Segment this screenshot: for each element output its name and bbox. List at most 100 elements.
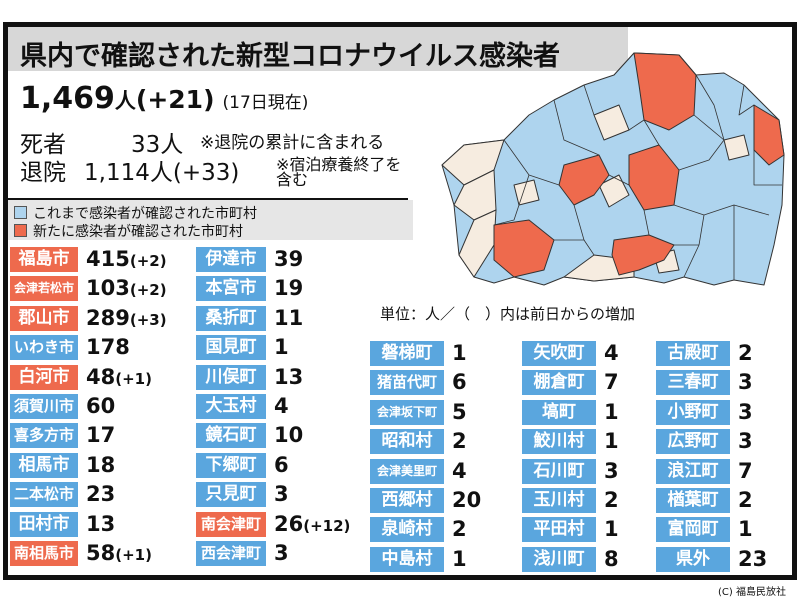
copyright-credit: (C) 福島民放社 [718,587,786,598]
map-region [598,174,630,208]
case-count: 2 [452,429,467,454]
municipality-label: 西会津町 [196,541,266,566]
municipality-label: 中島村 [370,546,444,572]
case-count: 1 [604,429,619,454]
case-count: 1 [604,399,619,424]
total-count: 1,469 [20,81,115,116]
case-delta: (+2) [129,252,167,270]
fukushima-municipality-map [441,52,785,286]
municipality-label: 泉崎村 [370,517,444,543]
municipality-label: 石川町 [522,458,596,484]
units-note: 単位：人／（ ）内は前日からの増加 [380,305,636,323]
municipality-label: 楢葉町 [656,488,730,513]
case-count: 2 [738,488,753,512]
case-delta: (+12) [303,516,351,535]
municipality-label: 喜多方市 [10,423,78,449]
case-count: 1 [452,341,467,365]
map-border [613,52,635,76]
case-count: 10 [274,423,304,448]
municipality-label: 平田村 [522,517,596,543]
case-count: 13 [274,364,304,389]
municipality-label: 塙町 [522,399,596,425]
case-count: 3 [738,370,753,395]
case-count: 23 [86,482,116,507]
map-border [608,174,630,186]
municipality-label: 会津美里町 [370,458,444,484]
municipality-label: 浅川町 [522,546,596,572]
case-delta: (+1) [115,546,152,564]
municipality-label: 南会津町 [196,511,266,537]
case-count: 3 [738,429,753,454]
map-border [628,119,660,146]
case-count: 6 [274,452,289,477]
municipality-label: 磐梯町 [370,341,444,366]
case-count: 3 [604,458,619,483]
map-border [583,84,595,116]
case-count: 6 [452,370,467,395]
municipality-label: 田村市 [10,511,78,537]
municipality-label: 矢吹町 [522,341,596,366]
municipality-label: 南相馬市 [10,541,78,566]
case-count: 3 [274,541,289,565]
deaths-value: 33人 [131,132,184,158]
municipality-label: 国見町 [196,335,266,361]
case-count: 2 [604,488,619,512]
case-count: 1 [604,517,619,542]
case-count: 1 [274,335,289,360]
municipality-label: 郡山市 [10,305,78,331]
municipality-label: 大玉村 [196,394,266,419]
case-delta: (+1) [115,369,152,388]
municipality-label: 西郷村 [370,488,444,513]
case-count: 103(+2) [86,276,167,301]
map-border [753,150,782,186]
case-count: 8 [604,546,619,571]
deaths-label: 死者 [20,132,66,158]
municipality-label: 福島市 [10,247,78,272]
map-border [693,114,725,141]
case-count: 23 [738,546,768,571]
municipality-label: 二本松市 [10,482,78,508]
municipality-label: 広野町 [656,429,730,455]
municipality-label: 鮫川村 [522,429,596,455]
case-count: 13 [86,511,116,536]
case-count: 7 [738,458,753,483]
map-region-new [633,52,697,131]
recovered-value: 1,114人(+33) [84,160,240,186]
municipality-label: 県外 [656,546,730,572]
map-border [493,174,530,226]
map-border [643,209,650,236]
municipality-label: 棚倉町 [522,370,596,396]
case-delta: (+2) [129,281,167,300]
case-count: 60 [86,394,116,418]
municipality-label: 相馬市 [10,452,78,478]
legend-label-existing: これまで感染者が確認された市町村 [33,206,257,222]
deaths-line: 死者 33人 ※退院の累計に含まれる [20,125,384,159]
municipality-label: 伊達市 [196,247,266,272]
case-count: 415(+2) [86,247,167,271]
total-delta: (+21) [135,85,215,114]
municipality-label: 会津坂下町 [370,399,444,425]
municipality-label: 川俣町 [196,364,266,390]
case-count: 26(+12) [274,511,351,536]
map-region [723,134,750,161]
municipality-label: 本宮市 [196,276,266,302]
case-count: 3 [738,399,753,424]
map-region-new [493,219,555,278]
case-count: 4 [604,341,619,365]
recovered-label: 退院 [20,160,66,186]
case-count: 20 [452,488,482,512]
map-region [441,139,505,186]
case-count: 2 [738,341,753,365]
map-border [553,99,600,156]
map-border [695,74,725,141]
deaths-note: ※退院の累計に含まれる [200,133,385,153]
municipality-label: いわき市 [10,335,78,361]
municipality-label: 須賀川市 [10,394,78,419]
legend-item-existing: これまで感染者が確認された市町村 [14,203,257,223]
case-count: 1 [738,517,753,542]
page-title: 県内で確認された新型コロナウイルス感染者 [20,41,560,72]
case-count: 5 [452,399,467,424]
case-delta: (+3) [129,310,167,329]
case-count: 4 [274,394,289,418]
map-border [673,204,770,216]
